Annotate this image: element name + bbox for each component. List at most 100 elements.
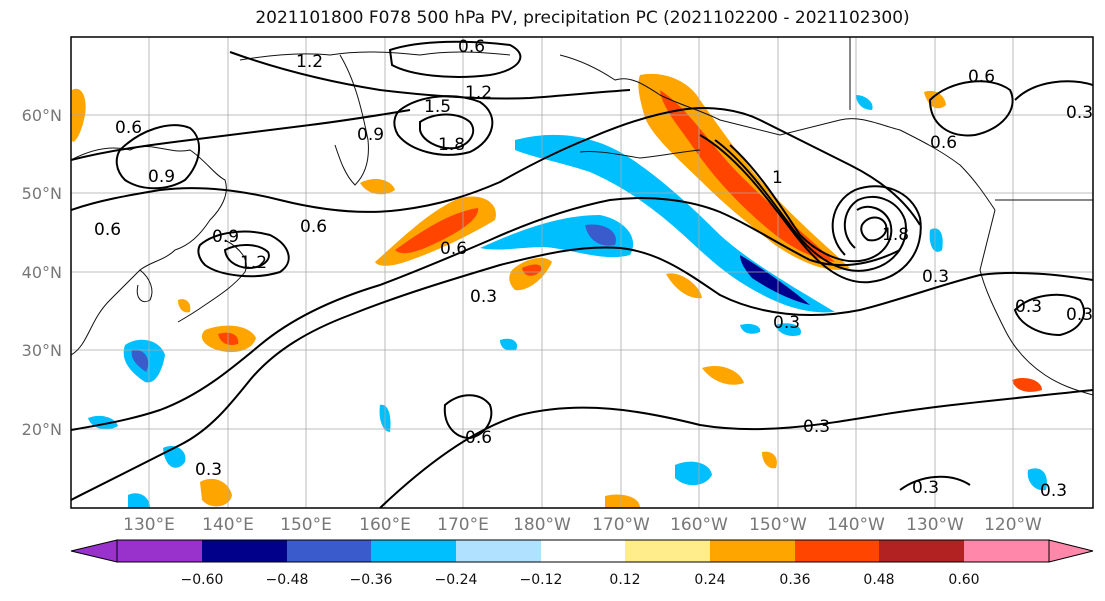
- pv-contour-1.2-japan-ring: [223, 244, 270, 270]
- lon-label-180w: 180°W: [513, 515, 571, 535]
- colorbar-tick-label: −0.24: [434, 572, 478, 588]
- lon-label-170w: 170°W: [592, 515, 650, 535]
- precip-negative-blob-10: [500, 338, 518, 351]
- precip-negative-central-core: [585, 224, 616, 246]
- pv-contour-0.9-west: [115, 124, 201, 190]
- precip-positive-blob-7: [605, 494, 640, 508]
- precip-positive-blob-8: [762, 451, 777, 469]
- colorbar-extend-high: [1048, 539, 1094, 563]
- coast-north-america: [979, 209, 1093, 396]
- pv-contours: [71, 40, 1093, 508]
- lon-label-160w: 160°W: [670, 515, 728, 535]
- coastlines: [71, 37, 1093, 396]
- precip-positive-blob-9: [178, 299, 191, 313]
- contour-label: 0.6: [458, 37, 485, 57]
- contour-label: 0.3: [912, 478, 939, 498]
- colorbar-bin: [795, 540, 879, 562]
- precip-positive-gulf-alaska-core: [660, 90, 835, 262]
- precip-negative-east-china-core: [131, 349, 149, 372]
- contour-label: 0.6: [930, 133, 957, 153]
- gridlines: [71, 37, 1093, 508]
- contour-label: 0.9: [357, 125, 384, 145]
- coast-japan: [177, 239, 247, 323]
- colorbar-tick-label: −0.60: [180, 572, 224, 588]
- pv-contour-spiral-outer: [699, 134, 922, 284]
- contour-label: 0.6: [465, 428, 492, 448]
- pv-contour-0.9-japan-ring: [197, 230, 290, 278]
- precip-negative-blob-2: [856, 95, 873, 110]
- colorbar: [70, 539, 1094, 563]
- coast-alaska: [559, 54, 996, 211]
- lon-label-150e: 150°E: [280, 515, 332, 535]
- contour-label: 0.9: [212, 227, 239, 247]
- colorbar-tick-label: 0.36: [779, 572, 811, 588]
- lon-label-140e: 140°E: [202, 515, 254, 535]
- contour-label: 0.3: [773, 313, 800, 333]
- pv-contour-1.8-ring: [419, 113, 475, 150]
- pv-contour-0.3-south: [71, 246, 1093, 501]
- contour-label: 0.6: [94, 220, 121, 240]
- colorbar-bin: [541, 540, 625, 562]
- precip-positive-north-pacific-core: [522, 264, 542, 276]
- precip-positive-blob-2: [666, 273, 702, 299]
- contour-label: 1.2: [465, 83, 492, 103]
- precip-negative-core: [740, 255, 810, 305]
- colorbar-bin: [456, 540, 541, 562]
- pv-contour-0.6-north-ring: [388, 40, 522, 78]
- lon-label-120w: 120°W: [984, 515, 1042, 535]
- pv-contour-labels: 1.2 0.6 1.2 1.5 1.8 0.9 0.6 0.9 0.6 0.9 …: [94, 37, 1093, 501]
- pv-contour-spiral-inner-2: [729, 144, 893, 263]
- coast-siberia-north: [239, 51, 511, 61]
- pv-contour-0.3-far-south: [379, 389, 1093, 508]
- colorbar-bin: [202, 540, 287, 562]
- colorbar-bin: [625, 540, 710, 562]
- lat-label-20n: 20°N: [21, 420, 62, 439]
- contour-label: 0.6: [968, 67, 995, 87]
- colorbar-bin: [287, 540, 371, 562]
- colorbar-tick-label: 0.12: [609, 572, 641, 588]
- lat-label-40n: 40°N: [21, 263, 62, 282]
- contour-label: 1.2: [240, 253, 267, 273]
- lat-label-50n: 50°N: [21, 184, 62, 203]
- map-title: 2021101800 F078 500 hPa PV, precipitatio…: [255, 8, 910, 28]
- lat-label-30n: 30°N: [21, 341, 62, 360]
- colorbar-bin: [710, 540, 795, 562]
- precip-positive-blob-1: [702, 365, 744, 385]
- map-background: [71, 37, 1093, 508]
- colorbar-tick-label: −0.12: [519, 572, 563, 588]
- pv-contour-0.3-se-bottom: [899, 475, 971, 491]
- colorbar-bin: [964, 540, 1049, 562]
- colorbar-tick-label: 0.60: [948, 572, 980, 588]
- colorbar-extend-low: [70, 539, 118, 563]
- precip-negative-blob-1: [675, 461, 712, 486]
- contour-label: 0.3: [1066, 103, 1093, 123]
- pv-contour-0.6-mid: [71, 197, 901, 431]
- contour-label: 0.9: [148, 167, 175, 187]
- precip-positive-blob-5: [200, 478, 232, 507]
- colorbar-bin: [371, 540, 456, 562]
- precip-positive-kamchatka: [360, 179, 395, 195]
- contour-label: 0.6: [300, 217, 327, 237]
- contour-label: 0.6: [440, 239, 467, 259]
- pv-contour-0.9-north: [71, 109, 411, 161]
- precip-negative-blob-7: [740, 323, 761, 334]
- colorbar-bin: [117, 540, 202, 562]
- contour-label: 0.3: [470, 287, 497, 307]
- map-frame: [70, 36, 1094, 509]
- colorbar-frame: [116, 539, 1050, 563]
- precip-positive-west-core: [395, 208, 479, 254]
- precip-negative-blob-3: [929, 228, 943, 252]
- coast-kamchatka: [334, 54, 369, 186]
- coast-korea: [136, 269, 153, 303]
- pv-contour-0.3-se-ring: [1013, 293, 1085, 337]
- contour-label: 0.3: [1066, 305, 1093, 325]
- precip-negative-blob-9: [775, 323, 801, 336]
- lon-label-160e: 160°E: [359, 515, 411, 535]
- lon-label-170e: 170°E: [437, 515, 489, 535]
- pv-contour-spiral-core: [860, 216, 888, 242]
- lon-label-130e: 130°E: [123, 515, 175, 535]
- colorbar-tick-label: 0.48: [863, 572, 895, 588]
- lon-label-140w: 140°W: [827, 515, 885, 535]
- contour-label: 0.6: [115, 118, 142, 138]
